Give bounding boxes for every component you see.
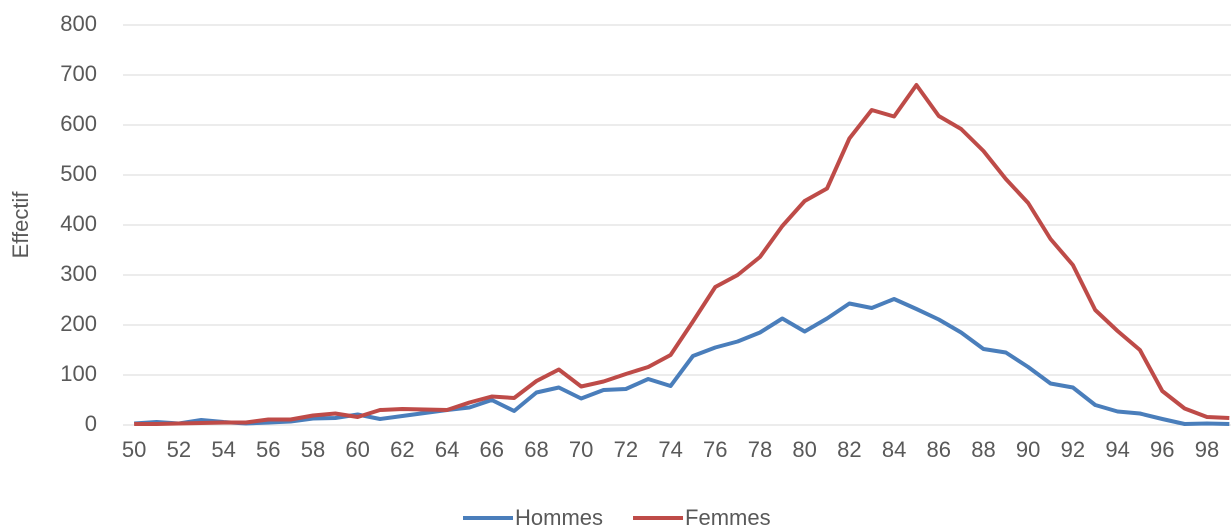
x-tick-label: 78 [748, 437, 772, 462]
y-tick-label: 200 [60, 311, 97, 336]
x-tick-label: 50 [122, 437, 146, 462]
y-tick-label: 500 [60, 161, 97, 186]
x-tick-label: 62 [390, 437, 414, 462]
y-tick-label: 0 [85, 411, 97, 436]
y-tick-label: 600 [60, 111, 97, 136]
y-tick-label: 700 [60, 61, 97, 86]
x-tick-label: 56 [256, 437, 280, 462]
legend-label: Hommes [515, 505, 603, 530]
x-tick-label: 96 [1150, 437, 1174, 462]
x-tick-label: 80 [792, 437, 816, 462]
x-tick-label: 88 [971, 437, 995, 462]
x-tick-label: 86 [927, 437, 951, 462]
x-tick-label: 82 [837, 437, 861, 462]
series-line [134, 297, 1230, 426]
legend-label: Femmes [685, 505, 771, 530]
x-tick-label: 70 [569, 437, 593, 462]
x-tick-label: 84 [882, 437, 906, 462]
x-tick-label: 90 [1016, 437, 1040, 462]
x-tick-label: 52 [167, 437, 191, 462]
x-tick-label: 74 [658, 437, 682, 462]
x-tick-label: 92 [1061, 437, 1085, 462]
x-tick-label: 72 [614, 437, 638, 462]
x-tick-label: 64 [435, 437, 459, 462]
x-tick-label: 58 [301, 437, 325, 462]
x-tick-label: 54 [211, 437, 235, 462]
x-tick-label: 94 [1105, 437, 1129, 462]
x-tick-label: 68 [524, 437, 548, 462]
y-tick-label: 100 [60, 361, 97, 386]
series-line [134, 83, 1230, 426]
x-tick-label: 66 [480, 437, 504, 462]
x-tick-label: 60 [345, 437, 369, 462]
y-axis-label: Effectif [8, 191, 33, 259]
x-tick-label: 98 [1195, 437, 1219, 462]
x-tick-label: 76 [703, 437, 727, 462]
y-tick-label: 400 [60, 211, 97, 236]
y-tick-label: 800 [60, 11, 97, 36]
y-tick-label: 300 [60, 261, 97, 286]
